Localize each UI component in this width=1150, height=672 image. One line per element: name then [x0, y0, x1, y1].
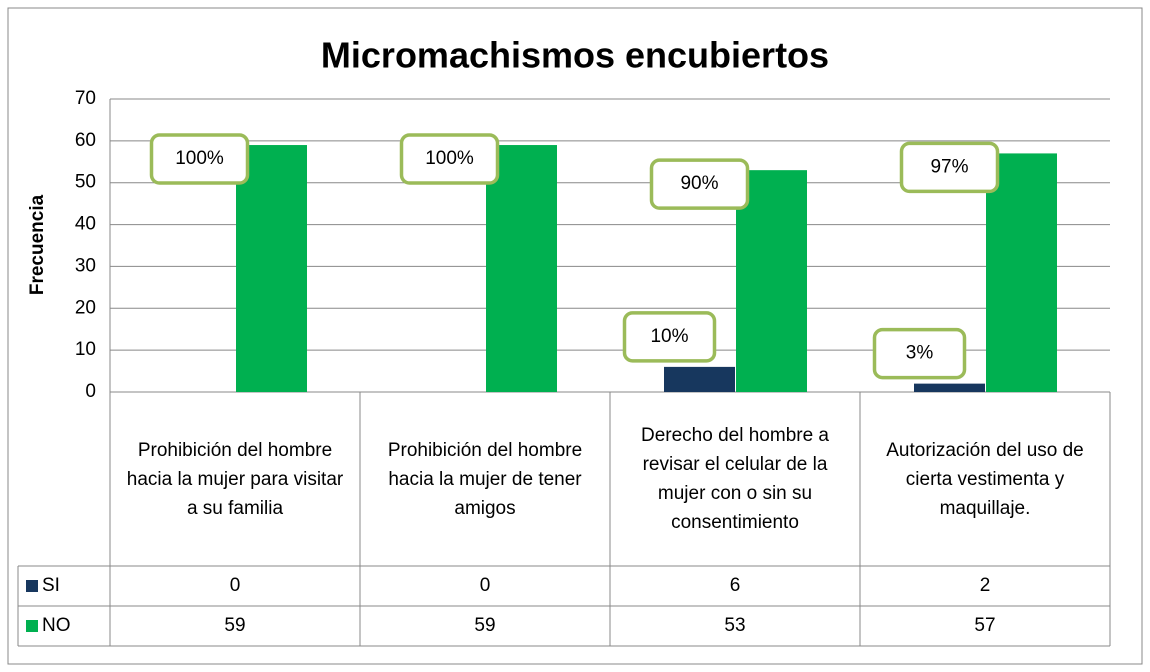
- callout-label: 10%: [650, 326, 688, 347]
- table-value: 2: [980, 575, 991, 596]
- callout-box: [399, 133, 500, 185]
- x-tick-label-box: Derecho del hombre a revisar el celular …: [641, 425, 829, 533]
- callout-label: 100%: [175, 148, 224, 169]
- legend-key: [26, 620, 38, 632]
- callout-label: 90%: [680, 173, 718, 194]
- bar: [914, 383, 985, 392]
- bar: [664, 366, 735, 392]
- table-value: 6: [730, 575, 741, 596]
- bar: [986, 153, 1057, 392]
- callout-label: 3%: [906, 343, 934, 364]
- callout-box: [649, 158, 750, 210]
- callout-label: 97%: [930, 156, 968, 177]
- y-tick-label: 70: [75, 88, 96, 109]
- bar: [236, 145, 307, 392]
- callout-box: [149, 133, 250, 185]
- legend-key: [26, 580, 38, 592]
- bar: [736, 170, 807, 392]
- y-tick-label: 50: [75, 172, 96, 193]
- y-tick-label: 0: [85, 381, 96, 402]
- table-value: 53: [724, 615, 745, 636]
- table-value: 0: [230, 575, 241, 596]
- callout-box: [622, 311, 717, 363]
- y-tick-label: 20: [75, 297, 96, 318]
- x-tick-label-box: Prohibición del hombre hacia la mujer de…: [387, 439, 583, 519]
- x-tick-label: Prohibición del hombre hacia la mujer pa…: [126, 439, 344, 519]
- y-tick-label: 40: [75, 214, 96, 235]
- y-tick-label: 10: [75, 339, 96, 360]
- x-tick-label-box: Prohibición del hombre hacia la mujer pa…: [126, 439, 344, 519]
- callout-box: [899, 141, 1000, 194]
- legend-label: SI: [42, 575, 60, 596]
- y-tick-label: 30: [75, 255, 96, 276]
- bar: [486, 145, 557, 392]
- x-tick-label: Autorización del uso de cierta vestiment…: [886, 439, 1084, 519]
- callout-label: 100%: [425, 148, 474, 169]
- table-value: 59: [474, 615, 495, 636]
- callout-box: [872, 327, 967, 380]
- table-value: 0: [480, 575, 491, 596]
- x-tick-label: Derecho del hombre a revisar el celular …: [641, 425, 829, 533]
- legend-label: NO: [42, 615, 71, 636]
- y-axis-title: Frecuencia: [27, 194, 48, 295]
- chart-title: Micromachismos encubiertos: [321, 35, 829, 76]
- x-tick-label: Prohibición del hombre hacia la mujer de…: [387, 439, 583, 519]
- x-tick-label-box: Autorización del uso de cierta vestiment…: [886, 439, 1084, 519]
- table-value: 59: [224, 615, 245, 636]
- y-tick-label: 60: [75, 130, 96, 151]
- table-value: 57: [974, 615, 995, 636]
